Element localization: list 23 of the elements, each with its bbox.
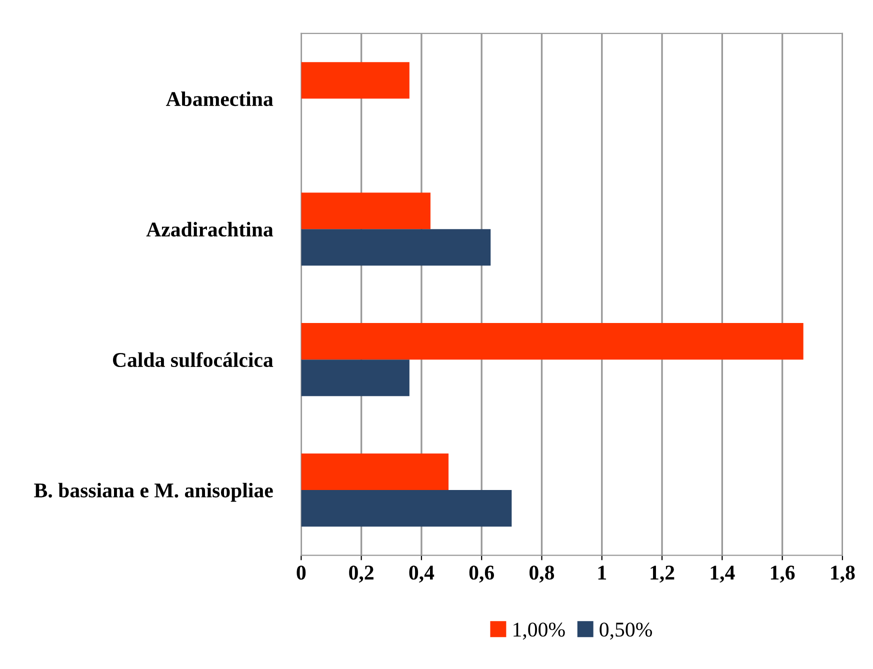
bar — [301, 192, 430, 230]
bar — [301, 229, 491, 266]
bar — [301, 323, 804, 360]
bar — [301, 490, 512, 527]
x-tick-label: 0,8 — [530, 566, 554, 583]
y-tick-label: Abamectina — [166, 91, 274, 106]
x-tick-label: 1,8 — [831, 566, 855, 583]
legend-label: 0,50% — [600, 622, 652, 640]
x-tick-label: 1,6 — [770, 566, 795, 583]
x-tick-label: 0,6 — [469, 566, 494, 583]
x-tick-label: 1 — [598, 566, 606, 580]
x-tick-label: 0,2 — [349, 566, 374, 583]
bar — [301, 454, 449, 490]
x-tick-label: 1,4 — [710, 566, 735, 583]
bar — [301, 62, 410, 99]
x-tick-label: 0,4 — [409, 566, 434, 583]
x-tick-label: 1,2 — [650, 566, 674, 583]
y-tick-label: Azadirachtina — [146, 222, 274, 237]
y-tick-label: Calda sulfocálcica — [112, 352, 274, 368]
bar — [301, 360, 410, 396]
x-tick-label: 0 — [296, 566, 306, 580]
y-tick-label: B. bassiana e M. anisopliae — [34, 482, 273, 502]
legend-label: 1,00% — [514, 622, 565, 640]
